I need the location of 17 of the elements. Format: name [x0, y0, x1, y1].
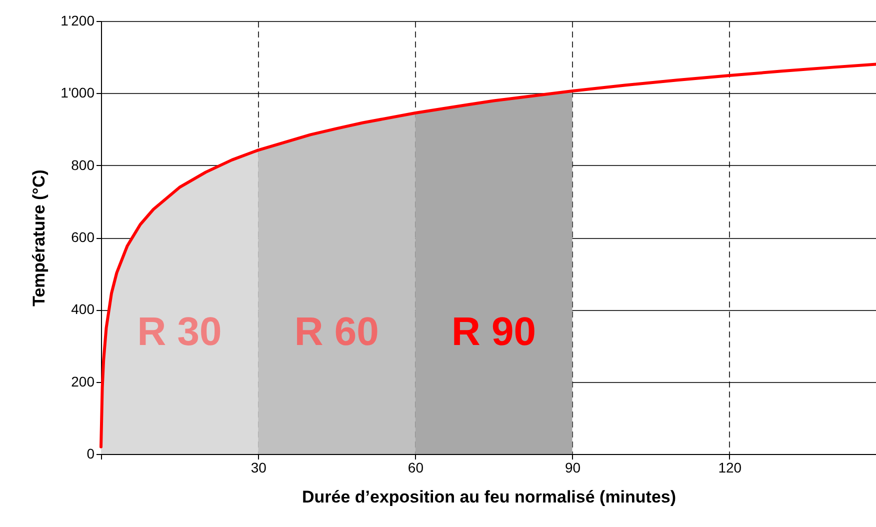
x-axis-title: Durée d’exposition au feu normalisé (minutes): [302, 488, 676, 506]
y-tick-label: 1'200: [60, 12, 95, 28]
series-label: R 30: [137, 310, 222, 354]
x-tick-label: 60: [408, 460, 424, 476]
x-tick-label: 90: [564, 460, 581, 476]
y-axis-title: Température (°C): [30, 170, 49, 306]
y-tick-label: 600: [71, 229, 95, 245]
series-label: R 60: [294, 310, 379, 354]
y-tick-label: 400: [71, 301, 95, 318]
x-tick-label: 30: [250, 460, 267, 476]
line-series: [100, 62, 876, 448]
y-tick-label: 200: [71, 373, 95, 390]
x-tick-label: 120: [718, 460, 742, 476]
y-tick-label: 800: [71, 156, 95, 173]
y-tick-label: 1'000: [60, 84, 95, 101]
series-label: R 90: [451, 310, 536, 354]
y-tick-label: 0: [86, 446, 95, 462]
